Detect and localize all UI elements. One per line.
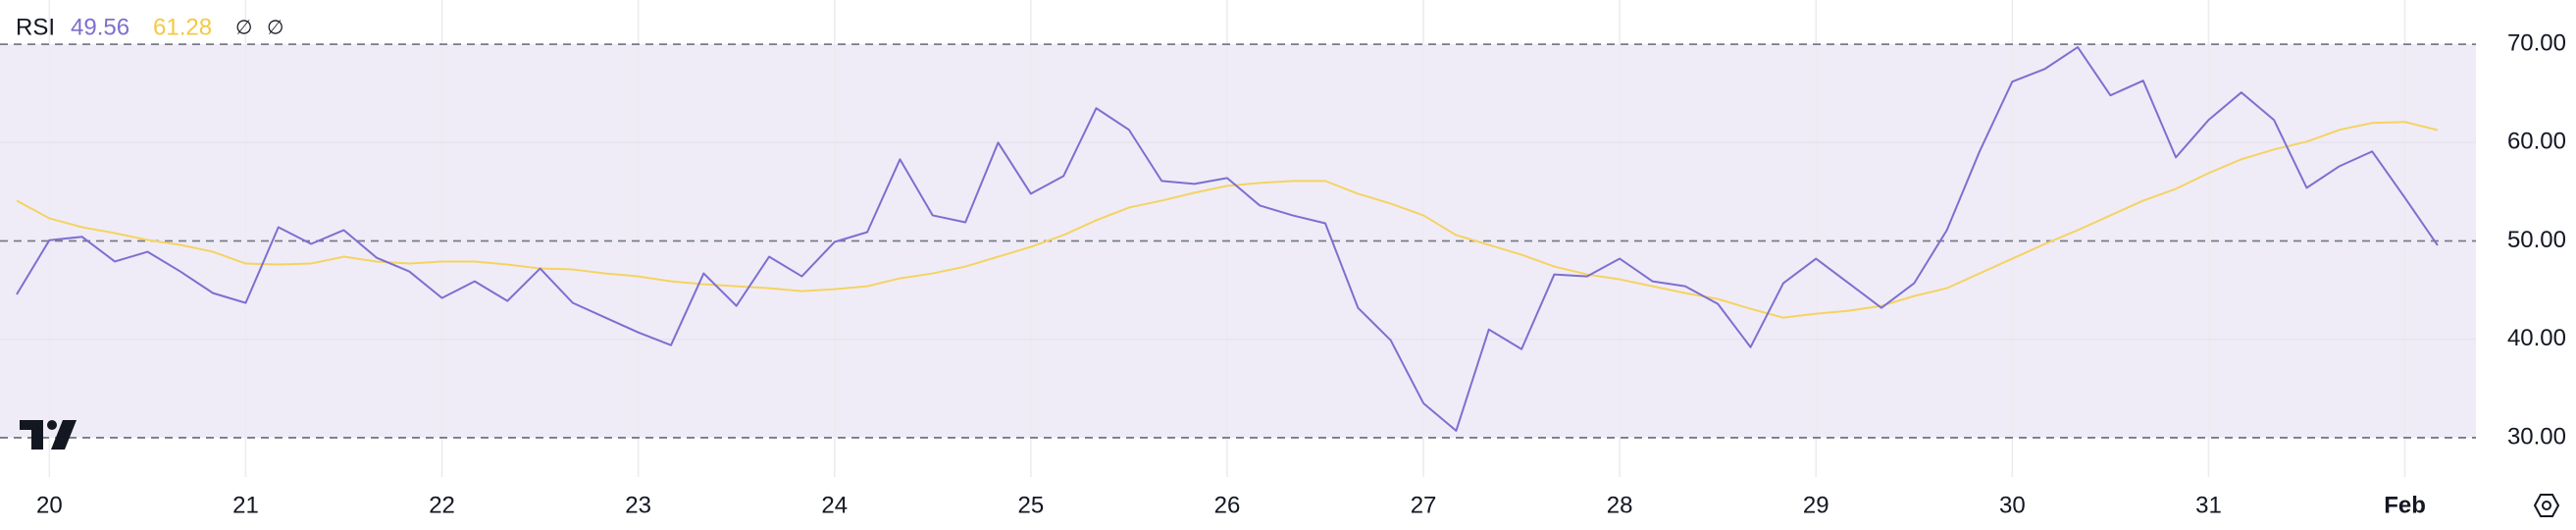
legend-title: RSI (16, 14, 55, 40)
legend-icon[interactable]: ∅ (235, 17, 252, 38)
x-tick-label: 29 (1803, 492, 1829, 518)
x-tick-label: 24 (821, 492, 848, 518)
x-tick-label: 21 (232, 492, 259, 518)
x-tick-label: 31 (2195, 492, 2222, 518)
y-tick-label: 70.00 (2507, 29, 2566, 56)
x-tick-label: 26 (1214, 492, 1241, 518)
y-tick-label: 50.00 (2507, 227, 2566, 253)
x-tick-label: 20 (36, 492, 63, 518)
x-tick-label: 30 (1999, 492, 2026, 518)
x-tick-label: 23 (625, 492, 651, 518)
legend-value: 49.56 (71, 14, 129, 40)
legend-value: 61.28 (153, 14, 212, 40)
icon-shape (2542, 501, 2551, 510)
series-line (16, 46, 2439, 432)
settings-icon[interactable] (2533, 494, 2560, 517)
logo-part (51, 420, 77, 450)
logo[interactable] (20, 420, 77, 450)
y-tick-label: 40.00 (2507, 325, 2566, 351)
logo-part (47, 420, 57, 430)
x-tick-label: 22 (429, 492, 455, 518)
y-tick-label: 60.00 (2507, 129, 2566, 155)
x-tick-label: 27 (1411, 492, 1437, 518)
series-line (16, 121, 2439, 319)
logo-part (20, 420, 43, 450)
y-tick-label: 30.00 (2507, 423, 2566, 450)
icon-shape (2533, 494, 2560, 517)
x-tick-label: 28 (1607, 492, 1633, 518)
x-tick-label: Feb (2384, 492, 2426, 518)
plot-layer: 20 21 22 23 24 25 26 27 28 29 30 31 Feb 30.00 40.00 50.… (0, 0, 2566, 518)
x-tick-label: 25 (1017, 492, 1044, 518)
legend-icon[interactable]: ∅ (267, 17, 283, 38)
